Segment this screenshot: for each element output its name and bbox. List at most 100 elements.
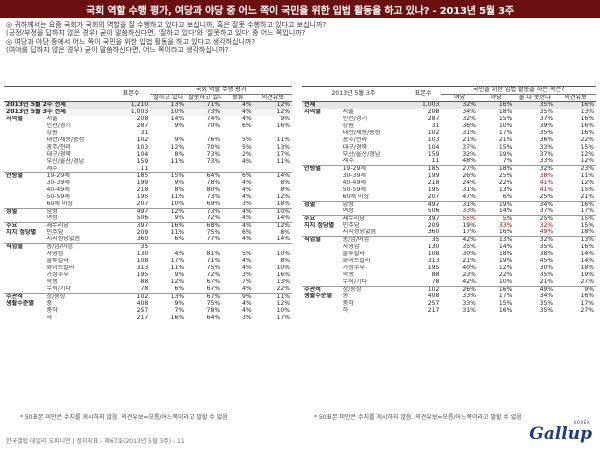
subgroup-label: 대전/세종/충청 bbox=[46, 137, 85, 144]
table-row: 성별 남성 497 12% 73% 4% 10% bbox=[4, 207, 292, 216]
page-title: 국회 역할 수행 평가, 여당과 야당 중 어느 쪽이 국민을 위한 입법 활동… bbox=[0, 0, 600, 18]
value-cell: 12% bbox=[253, 108, 292, 116]
value-cell: 35 bbox=[111, 243, 151, 251]
table-row: 직업별 농/임/어업 35 42% 13% 32% 13% bbox=[302, 235, 596, 244]
table-row: 부산/울산/경남 159 32% 19% 37% 12% bbox=[302, 151, 596, 158]
value-cell: 9% bbox=[555, 285, 596, 294]
group-label bbox=[302, 307, 341, 314]
value-cell: 33% bbox=[539, 144, 554, 151]
value-cell: 37% bbox=[539, 208, 554, 215]
value-cell: 35% bbox=[539, 307, 554, 314]
subgroup-label: 30-39세 bbox=[342, 172, 366, 179]
value-cell: 102 bbox=[136, 137, 149, 144]
subgroup-label: 제주 bbox=[46, 165, 58, 172]
value-cell: 4% bbox=[222, 108, 254, 116]
value-cell: 8% bbox=[280, 257, 290, 264]
value-cell: 16% bbox=[150, 221, 187, 230]
value-cell: 208 bbox=[427, 108, 440, 116]
value-cell: 38% bbox=[539, 172, 554, 179]
value-cell bbox=[186, 130, 222, 137]
subgroup-label: 남성 bbox=[340, 200, 405, 209]
value-cell: 21% bbox=[539, 279, 554, 286]
value-cell: 4% bbox=[241, 236, 252, 243]
value-cell: 11 bbox=[431, 158, 440, 165]
value-cell: 31 bbox=[431, 122, 440, 130]
value-cell: 71% bbox=[186, 101, 223, 109]
value-cell bbox=[150, 166, 186, 173]
table-row: 무직/기타 78 6% 67% 4% 22% bbox=[4, 286, 292, 293]
value-cell: 10% bbox=[276, 307, 290, 314]
value-cell: 67% bbox=[206, 286, 221, 293]
value-cell: 17% bbox=[276, 151, 290, 158]
value-cell: 32% bbox=[539, 222, 554, 229]
value-cell: 16% bbox=[555, 101, 596, 109]
col-header: 보류 bbox=[222, 94, 254, 103]
value-cell: 185 bbox=[404, 165, 442, 173]
value-cell: 88 bbox=[140, 279, 149, 286]
value-cell: 39% bbox=[539, 122, 554, 130]
table-row: 하 217 31% 16% 35% 27% bbox=[302, 307, 596, 314]
value-cell: 209 bbox=[427, 222, 440, 229]
value-cell: 217 bbox=[427, 307, 440, 314]
value-cell bbox=[150, 130, 186, 137]
table-row: 여성 506 9% 72% 4% 14% bbox=[4, 215, 292, 222]
value-cell: 35% bbox=[539, 108, 554, 116]
value-cell: 37% bbox=[462, 144, 476, 151]
value-cell: 506 bbox=[136, 215, 149, 222]
group-label bbox=[302, 300, 341, 307]
value-cell: 13% bbox=[276, 279, 290, 286]
value-cell: 4% bbox=[241, 179, 252, 186]
table-row: 부산/울산/경남 159 11% 73% 4% 11% bbox=[4, 158, 292, 165]
group-label bbox=[4, 151, 44, 158]
table-row: 대전/세종/충청 102 9% 76% 5% 11% bbox=[4, 137, 292, 144]
value-cell: 14% bbox=[276, 236, 290, 243]
subgroup-label: 인천/경기 bbox=[46, 122, 71, 130]
value-cell: 35 bbox=[404, 235, 442, 244]
value-cell: 15% bbox=[580, 144, 594, 151]
value-cell: 38% bbox=[539, 250, 554, 257]
group-label bbox=[4, 180, 44, 187]
group-label bbox=[4, 130, 44, 137]
value-cell: 9% bbox=[174, 271, 185, 279]
value-cell: 15% bbox=[580, 222, 594, 229]
value-cell: 16% bbox=[276, 122, 290, 130]
table-row: 30-39세 199 9% 78% 4% 8% bbox=[4, 180, 292, 187]
value-cell: 18% bbox=[477, 165, 515, 173]
value-cell: 4% bbox=[241, 286, 252, 293]
col-header: 야당 bbox=[477, 94, 515, 103]
table-row: 주요 새누리당 397 55% 5% 25% 15% bbox=[302, 214, 596, 223]
value-cell: 1,003 bbox=[404, 101, 442, 109]
value-cell: 7% bbox=[502, 158, 513, 165]
value-cell: 26% bbox=[441, 285, 478, 294]
subgroup-label: 여성 bbox=[342, 208, 354, 215]
value-cell: 195 bbox=[427, 186, 440, 194]
value-cell: 6% bbox=[222, 172, 254, 180]
value-cell: 17% bbox=[170, 257, 185, 264]
value-cell: 9% bbox=[222, 292, 254, 301]
value-cell bbox=[254, 130, 292, 137]
group-label bbox=[4, 201, 44, 208]
group-label: 성별 bbox=[4, 207, 45, 216]
value-cell: 11% bbox=[170, 193, 185, 201]
value-cell: 12% bbox=[150, 207, 187, 216]
value-cell: 16% bbox=[477, 285, 515, 294]
subgroup-label: 강원 bbox=[342, 122, 354, 130]
subgroup-label: 하 bbox=[46, 314, 53, 321]
group-label bbox=[302, 208, 341, 215]
value-cell: 40% bbox=[462, 264, 476, 272]
value-cell: 5% bbox=[241, 137, 252, 144]
table-row: 제주 11 bbox=[4, 166, 292, 173]
value-cell: 4% bbox=[241, 264, 252, 272]
subgroup-label: 학생 bbox=[46, 279, 58, 286]
value-cell: 68% bbox=[186, 221, 223, 230]
value-cell: 32% bbox=[441, 101, 478, 109]
value-cell: 408 bbox=[427, 293, 440, 300]
value-cell: 15% bbox=[580, 186, 594, 194]
value-cell: 31% bbox=[462, 130, 476, 137]
subgroup-label: 50-59세 bbox=[342, 186, 366, 194]
subgroup-label: 가정주부 bbox=[46, 271, 69, 279]
value-cell: 397 bbox=[404, 214, 442, 223]
value-cell: 218 bbox=[136, 186, 149, 194]
table-row: 지지 정당별 민주당 209 19% 33% 32% 15% bbox=[302, 222, 596, 229]
value-cell: 16% bbox=[580, 130, 594, 137]
